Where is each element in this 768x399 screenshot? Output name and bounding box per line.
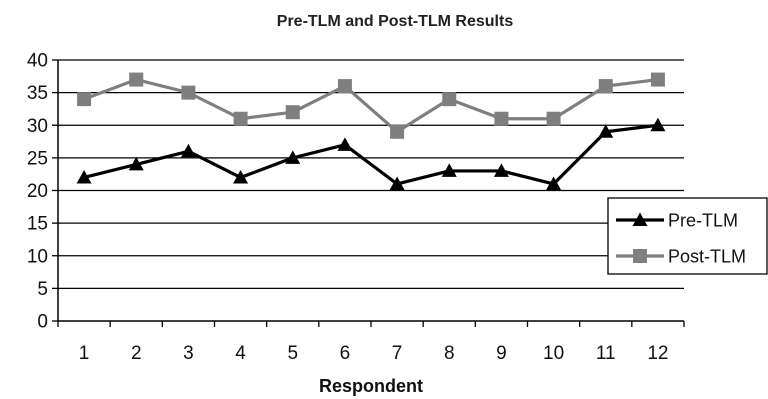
x-tick-label: 9	[496, 343, 507, 364]
pre-tlm-point	[598, 124, 614, 138]
post-tlm-point	[442, 92, 457, 107]
y-tick-label: 30	[27, 116, 48, 137]
y-tick-label: 20	[27, 181, 48, 202]
pre-tlm-point	[546, 176, 562, 190]
y-tick-label: 25	[27, 148, 48, 169]
pre-tlm-point	[285, 150, 301, 164]
pre-tlm-point	[180, 143, 196, 158]
legend-label-post-tlm: Post-TLM	[668, 247, 746, 267]
x-tick-label: 4	[235, 343, 246, 364]
pre-tlm-point	[493, 163, 509, 177]
x-tick-label: 5	[287, 343, 298, 364]
pre-tlm-point	[76, 169, 92, 184]
y-tick-labels: 0 5 10 15 20 25 30 35 40	[27, 51, 48, 333]
x-axis-label: Respondent	[319, 376, 423, 396]
post-tlm-point	[77, 92, 92, 107]
legend-marker-pre-tlm	[632, 212, 648, 226]
legend: Pre-TLM Post-TLM	[607, 197, 768, 275]
legend-label-pre-tlm: Pre-TLM	[668, 211, 738, 231]
pre-tlm-point	[389, 176, 405, 190]
y-tick-label: 15	[27, 214, 48, 235]
x-tick-labels: 1 2 3 4 5 6 7 8 9 10 11 12	[79, 343, 669, 364]
y-tick-label: 35	[27, 83, 48, 104]
post-tlm-point	[650, 72, 665, 87]
post-tlm-point	[546, 111, 561, 126]
post-tlm-point	[181, 85, 196, 100]
x-tick-label: 3	[183, 343, 194, 364]
axes	[52, 59, 685, 327]
post-tlm-point	[494, 111, 509, 126]
x-tick-label: 8	[444, 343, 455, 364]
post-tlm-point	[233, 111, 248, 126]
x-tick-label: 2	[131, 343, 142, 364]
chart-title: Pre-TLM and Post-TLM Results	[277, 13, 514, 30]
y-tick-label: 40	[27, 51, 48, 72]
y-tick-label: 0	[37, 312, 48, 333]
pre-tlm-point	[441, 163, 457, 177]
pre-tlm-point	[128, 156, 144, 171]
x-tick-label: 1	[79, 343, 90, 364]
pre-tlm-point	[233, 169, 249, 184]
x-tick-label: 7	[392, 343, 403, 364]
x-tick-label: 10	[543, 343, 564, 364]
post-tlm-line	[83, 77, 659, 134]
x-tick-label: 11	[596, 343, 616, 364]
post-tlm-point	[390, 124, 405, 139]
post-tlm-point	[598, 79, 613, 94]
legend-marker-post-tlm	[633, 249, 647, 263]
pre-tlm-point	[337, 137, 353, 151]
post-tlm-point	[337, 79, 352, 94]
pre-tlm-point	[650, 117, 666, 132]
series-group	[76, 72, 666, 190]
y-tick-label: 10	[27, 246, 48, 267]
x-tick-label: 12	[647, 343, 668, 364]
post-tlm-point	[285, 105, 300, 120]
post-tlm-point	[129, 72, 144, 87]
x-tick-label: 6	[340, 343, 351, 364]
pre-tlm-line	[83, 123, 659, 186]
y-tick-label: 5	[37, 279, 48, 300]
